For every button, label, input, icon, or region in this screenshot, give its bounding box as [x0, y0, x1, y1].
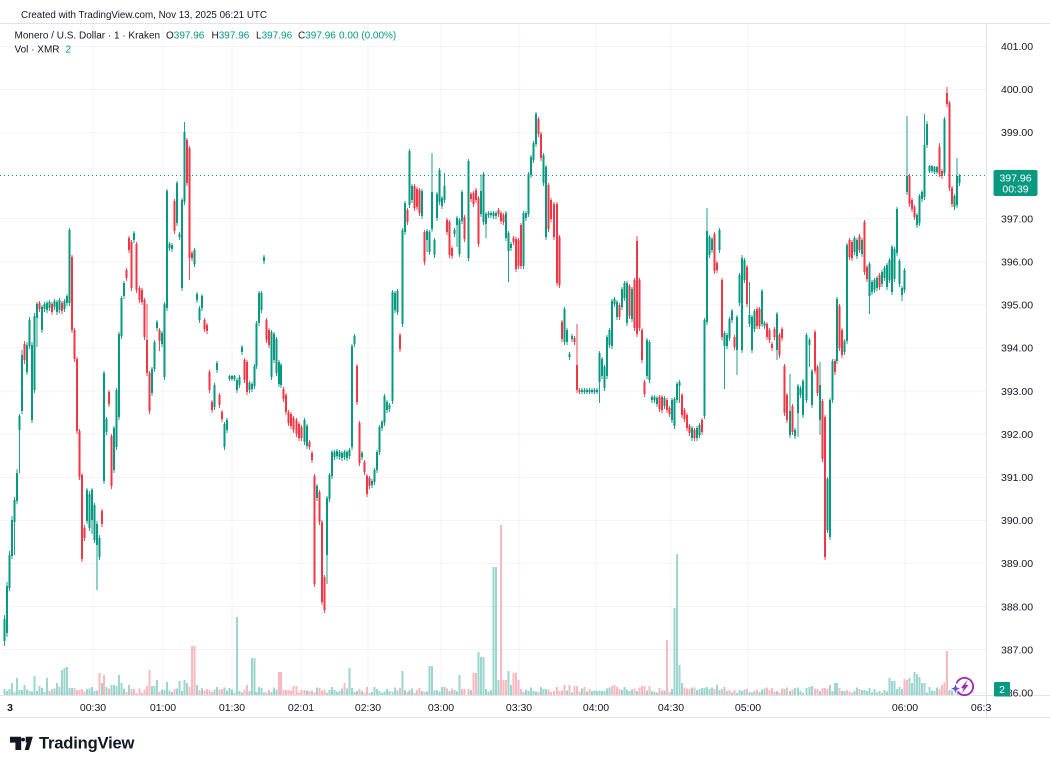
svg-text:395.00: 395.00: [1001, 300, 1033, 312]
svg-text:05:00: 05:00: [735, 702, 761, 714]
svg-text:400.00: 400.00: [1001, 84, 1033, 96]
svg-text:397.96: 397.96: [999, 173, 1031, 185]
svg-text:06:30: 06:30: [971, 702, 997, 714]
svg-text:2: 2: [66, 45, 72, 56]
svg-text:O397.96: O397.96: [166, 30, 205, 41]
svg-text:397.00: 397.00: [1001, 213, 1033, 225]
svg-text:387.00: 387.00: [1001, 644, 1033, 656]
svg-text:02:30: 02:30: [355, 702, 381, 714]
svg-text:392.00: 392.00: [1001, 429, 1033, 441]
svg-text:00:39: 00:39: [1002, 184, 1028, 196]
svg-text:04:00: 04:00: [583, 702, 609, 714]
svg-text:Created with TradingView.com,: Created with TradingView.com, Nov 13, 20…: [21, 10, 267, 21]
svg-text:C397.96: C397.96: [298, 30, 336, 41]
svg-text:L397.96: L397.96: [256, 30, 293, 41]
svg-text:393.00: 393.00: [1001, 386, 1033, 398]
svg-text:0.00 (0.00%): 0.00 (0.00%): [339, 30, 396, 41]
svg-text:01:00: 01:00: [150, 702, 176, 714]
svg-text:399.00: 399.00: [1001, 127, 1033, 139]
svg-text:01:30: 01:30: [219, 702, 245, 714]
svg-text:03:30: 03:30: [506, 702, 532, 714]
svg-text:390.00: 390.00: [1001, 515, 1033, 527]
svg-text:Monero / U.S. Dollar · 1 · Kra: Monero / U.S. Dollar · 1 · Kraken: [15, 30, 161, 41]
svg-text:389.00: 389.00: [1001, 558, 1033, 570]
svg-text:391.00: 391.00: [1001, 472, 1033, 484]
svg-text:394.00: 394.00: [1001, 343, 1033, 355]
svg-text:388.00: 388.00: [1001, 601, 1033, 613]
svg-text:H397.96: H397.96: [212, 30, 250, 41]
svg-text:02:01: 02:01: [288, 702, 314, 714]
svg-text:04:30: 04:30: [658, 702, 684, 714]
svg-text:Vol · XMR: Vol · XMR: [15, 45, 60, 56]
svg-text:396.00: 396.00: [1001, 257, 1033, 269]
svg-text:06:00: 06:00: [892, 702, 918, 714]
svg-text:TradingView: TradingView: [39, 734, 135, 753]
svg-text:00:30: 00:30: [80, 702, 106, 714]
svg-text:401.00: 401.00: [1001, 41, 1033, 53]
svg-text:03:00: 03:00: [428, 702, 454, 714]
svg-text:3: 3: [7, 702, 13, 714]
svg-text:2: 2: [999, 684, 1005, 696]
